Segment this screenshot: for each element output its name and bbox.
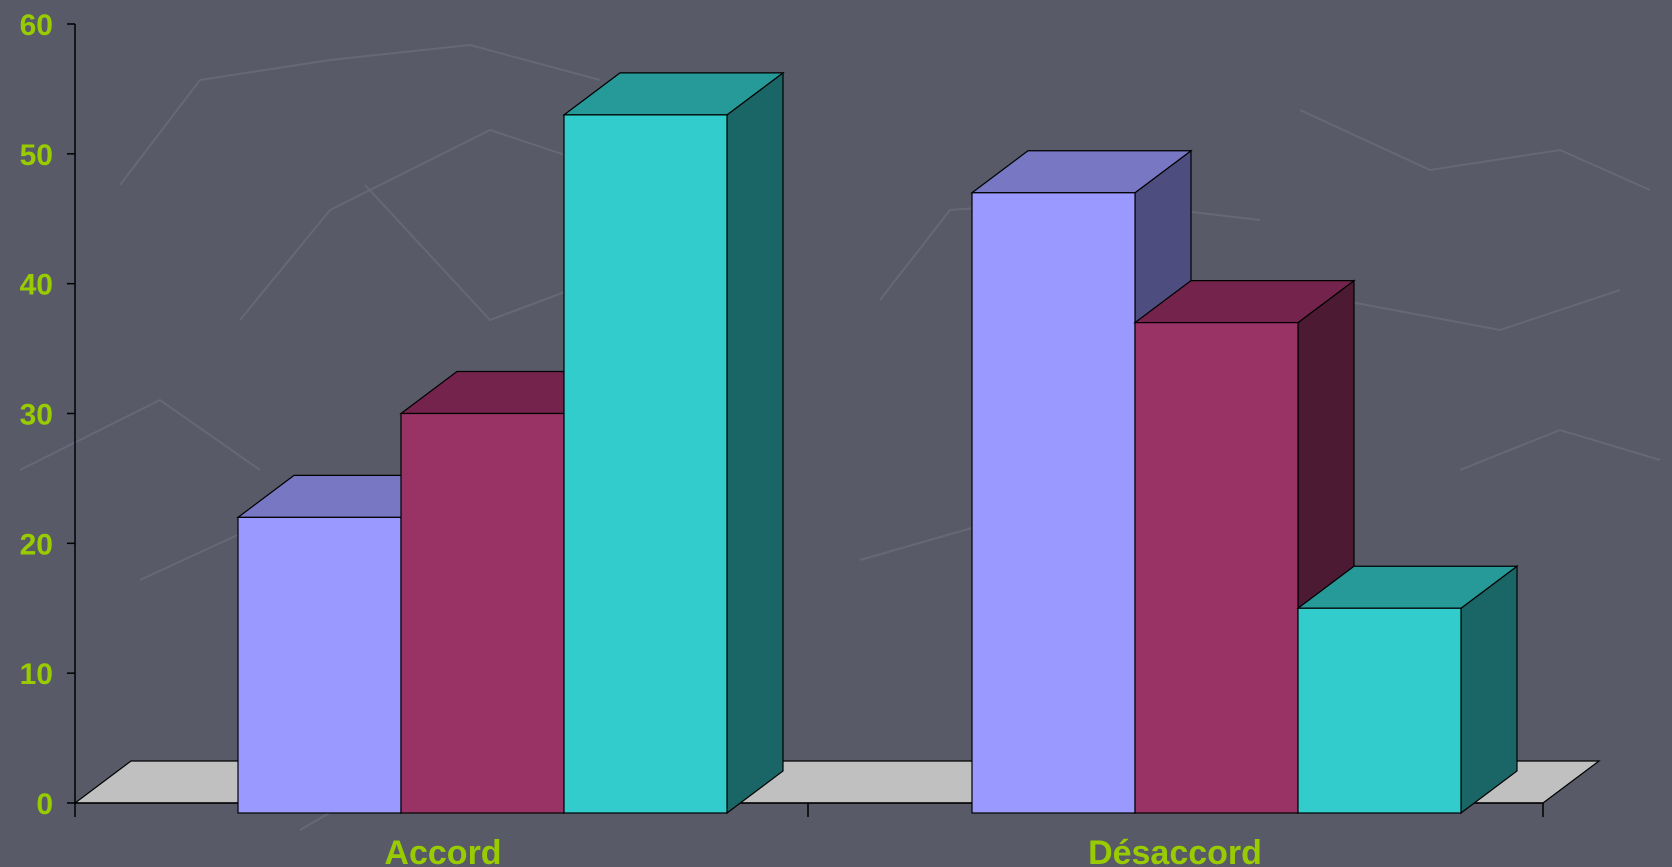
texture-line bbox=[119, 43, 601, 186]
y-tick-label: 10 bbox=[20, 658, 53, 691]
texture-line bbox=[1299, 109, 1651, 191]
bar-front bbox=[1134, 322, 1299, 814]
bar-side bbox=[726, 71, 784, 815]
bar-front bbox=[1297, 607, 1462, 814]
y-tick-label: 30 bbox=[20, 399, 53, 432]
y-tick-label: 40 bbox=[20, 269, 53, 302]
bar-désaccord-2 bbox=[1133, 279, 1356, 815]
texture-line bbox=[19, 398, 261, 471]
y-tick-label: 60 bbox=[20, 9, 53, 42]
y-tick-label: 20 bbox=[20, 528, 53, 561]
texture-line bbox=[1339, 289, 1621, 332]
texture-line bbox=[1459, 428, 1661, 471]
y-tick-label: 50 bbox=[20, 139, 53, 172]
bar-side bbox=[1460, 565, 1518, 815]
axis-labels: Accord Désaccord bbox=[384, 834, 1262, 867]
bar-front bbox=[971, 192, 1136, 814]
category-label: Accord bbox=[384, 834, 501, 867]
bar-front bbox=[237, 516, 402, 814]
bar-désaccord-3 bbox=[1296, 565, 1519, 815]
bar-front bbox=[400, 412, 565, 814]
bar-group bbox=[236, 71, 1519, 815]
bar-front bbox=[563, 114, 728, 814]
category-label: Désaccord bbox=[1088, 834, 1262, 867]
bar-accord-3 bbox=[562, 71, 785, 815]
y-tick-label: 0 bbox=[36, 788, 53, 821]
